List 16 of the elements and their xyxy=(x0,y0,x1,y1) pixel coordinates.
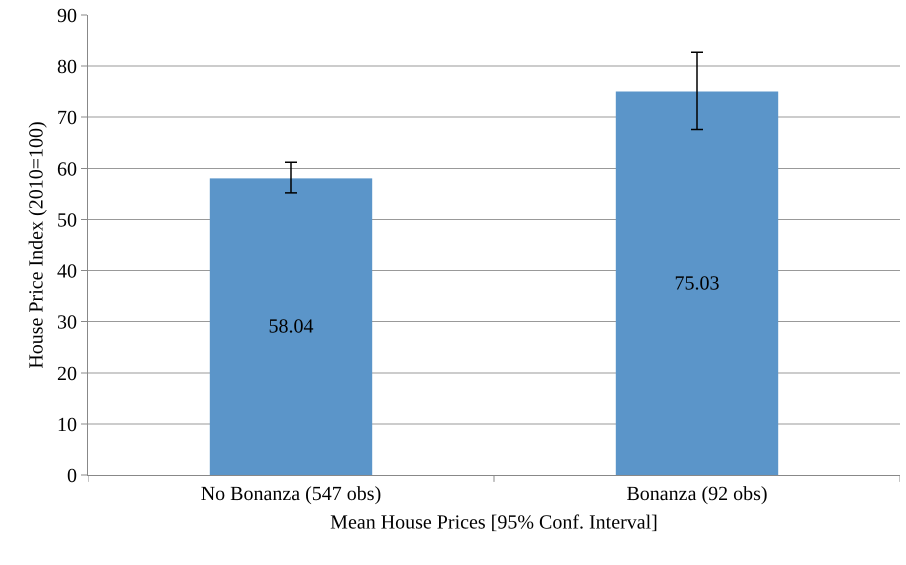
y-tick-label: 50 xyxy=(57,209,77,232)
y-tick-label: 60 xyxy=(57,158,77,180)
y-tick-label: 40 xyxy=(57,260,77,283)
y-tick-label: 80 xyxy=(57,56,77,78)
data-label: 58.04 xyxy=(268,316,314,338)
y-tick-label: 90 xyxy=(57,5,77,27)
y-tick-label: 0 xyxy=(67,465,77,487)
y-axis-title: House Price Index (2010=100) xyxy=(26,121,48,369)
x-tick-label: Bonanza (92 obs) xyxy=(626,483,768,505)
y-tick-label: 30 xyxy=(57,312,77,334)
y-tick-label: 10 xyxy=(57,414,77,436)
x-tick-label: No Bonanza (547 obs) xyxy=(200,483,382,505)
data-label: 75.03 xyxy=(674,272,720,294)
y-tick-label: 20 xyxy=(57,362,77,385)
y-tick-label: 70 xyxy=(57,107,77,130)
x-axis-title: Mean House Prices [95% Conf. Interval] xyxy=(330,512,658,534)
